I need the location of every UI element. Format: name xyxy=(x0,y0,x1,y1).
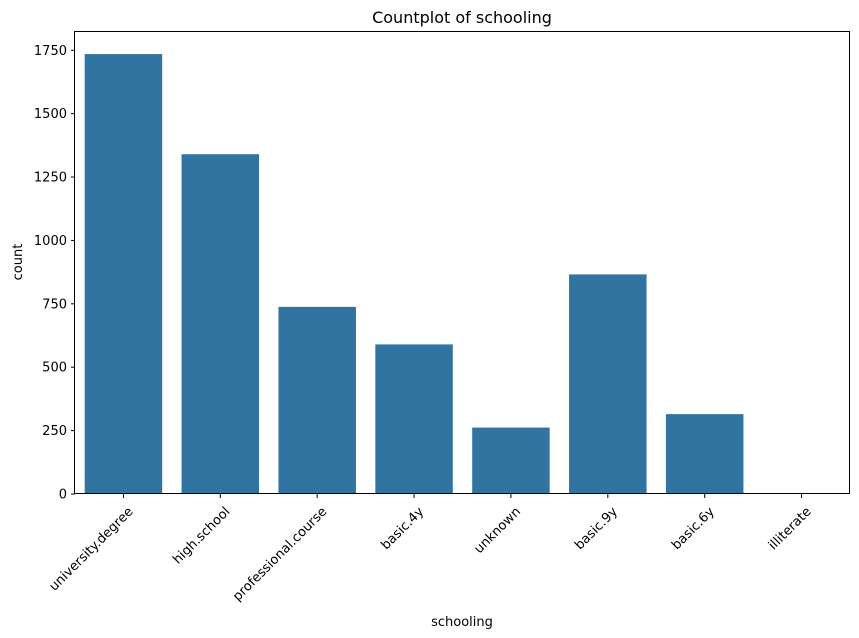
x-tick-label: unknown xyxy=(472,504,524,556)
bars-layer xyxy=(84,54,841,495)
y-tick-label: 1750 xyxy=(34,44,67,59)
x-tick-label: illiterate xyxy=(766,504,815,553)
x-tick-label: high.school xyxy=(170,504,233,567)
x-tick-label: university.degree xyxy=(47,504,137,594)
y-tick-label: 1500 xyxy=(34,107,67,122)
y-axis-label: count xyxy=(11,244,26,281)
bar-professional-course xyxy=(278,306,356,494)
bar-basic-9y xyxy=(569,274,647,494)
bar-university-degree xyxy=(84,54,163,495)
x-tick-label: basic.9y xyxy=(572,504,621,553)
bar-basic-4y xyxy=(375,344,453,494)
y-tick-label: 0 xyxy=(59,488,67,503)
bar-unknown xyxy=(472,427,550,494)
chart-title: Countplot of schooling xyxy=(372,8,552,27)
x-axis-label: schooling xyxy=(431,615,493,630)
y-tick-label: 750 xyxy=(42,297,67,312)
bar-high-school xyxy=(181,154,260,494)
x-tick-label: basic.4y xyxy=(378,504,427,553)
y-tick-label: 1250 xyxy=(34,171,67,186)
y-tick-label: 250 xyxy=(42,424,67,439)
x-axis: university.degree high.schoolprofessional… xyxy=(47,494,815,604)
y-tick-label: 1000 xyxy=(34,234,67,249)
plot-frame xyxy=(74,31,850,494)
y-axis: 0 250 500 750 1000 1250 1500 1750 xyxy=(34,44,75,503)
x-tick-label: basic.6y xyxy=(669,504,718,553)
y-tick-label: 500 xyxy=(42,361,67,376)
x-tick-label: professional.course xyxy=(230,504,330,604)
bar-basic-6y xyxy=(665,414,744,494)
